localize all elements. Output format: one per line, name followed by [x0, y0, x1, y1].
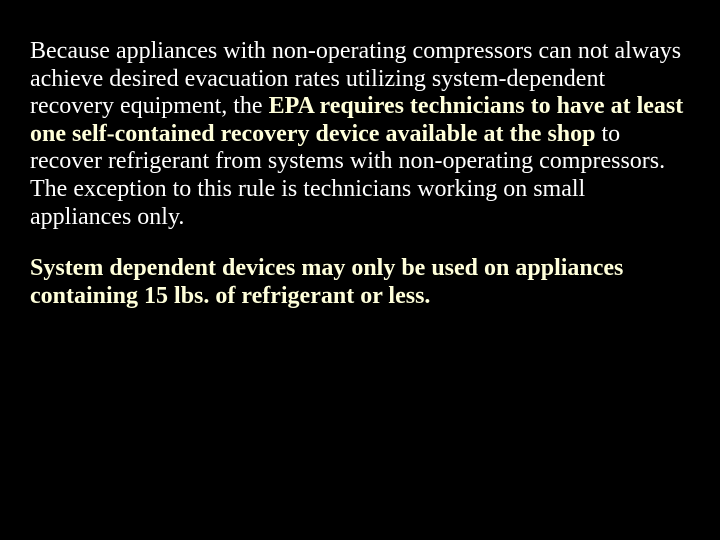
text-emphasis-2: System dependent devices may only be use… — [30, 255, 623, 309]
paragraph-2: System dependent devices may only be use… — [30, 255, 690, 310]
slide-container: Because appliances with non-operating co… — [0, 0, 720, 540]
paragraph-1: Because appliances with non-operating co… — [30, 38, 690, 231]
